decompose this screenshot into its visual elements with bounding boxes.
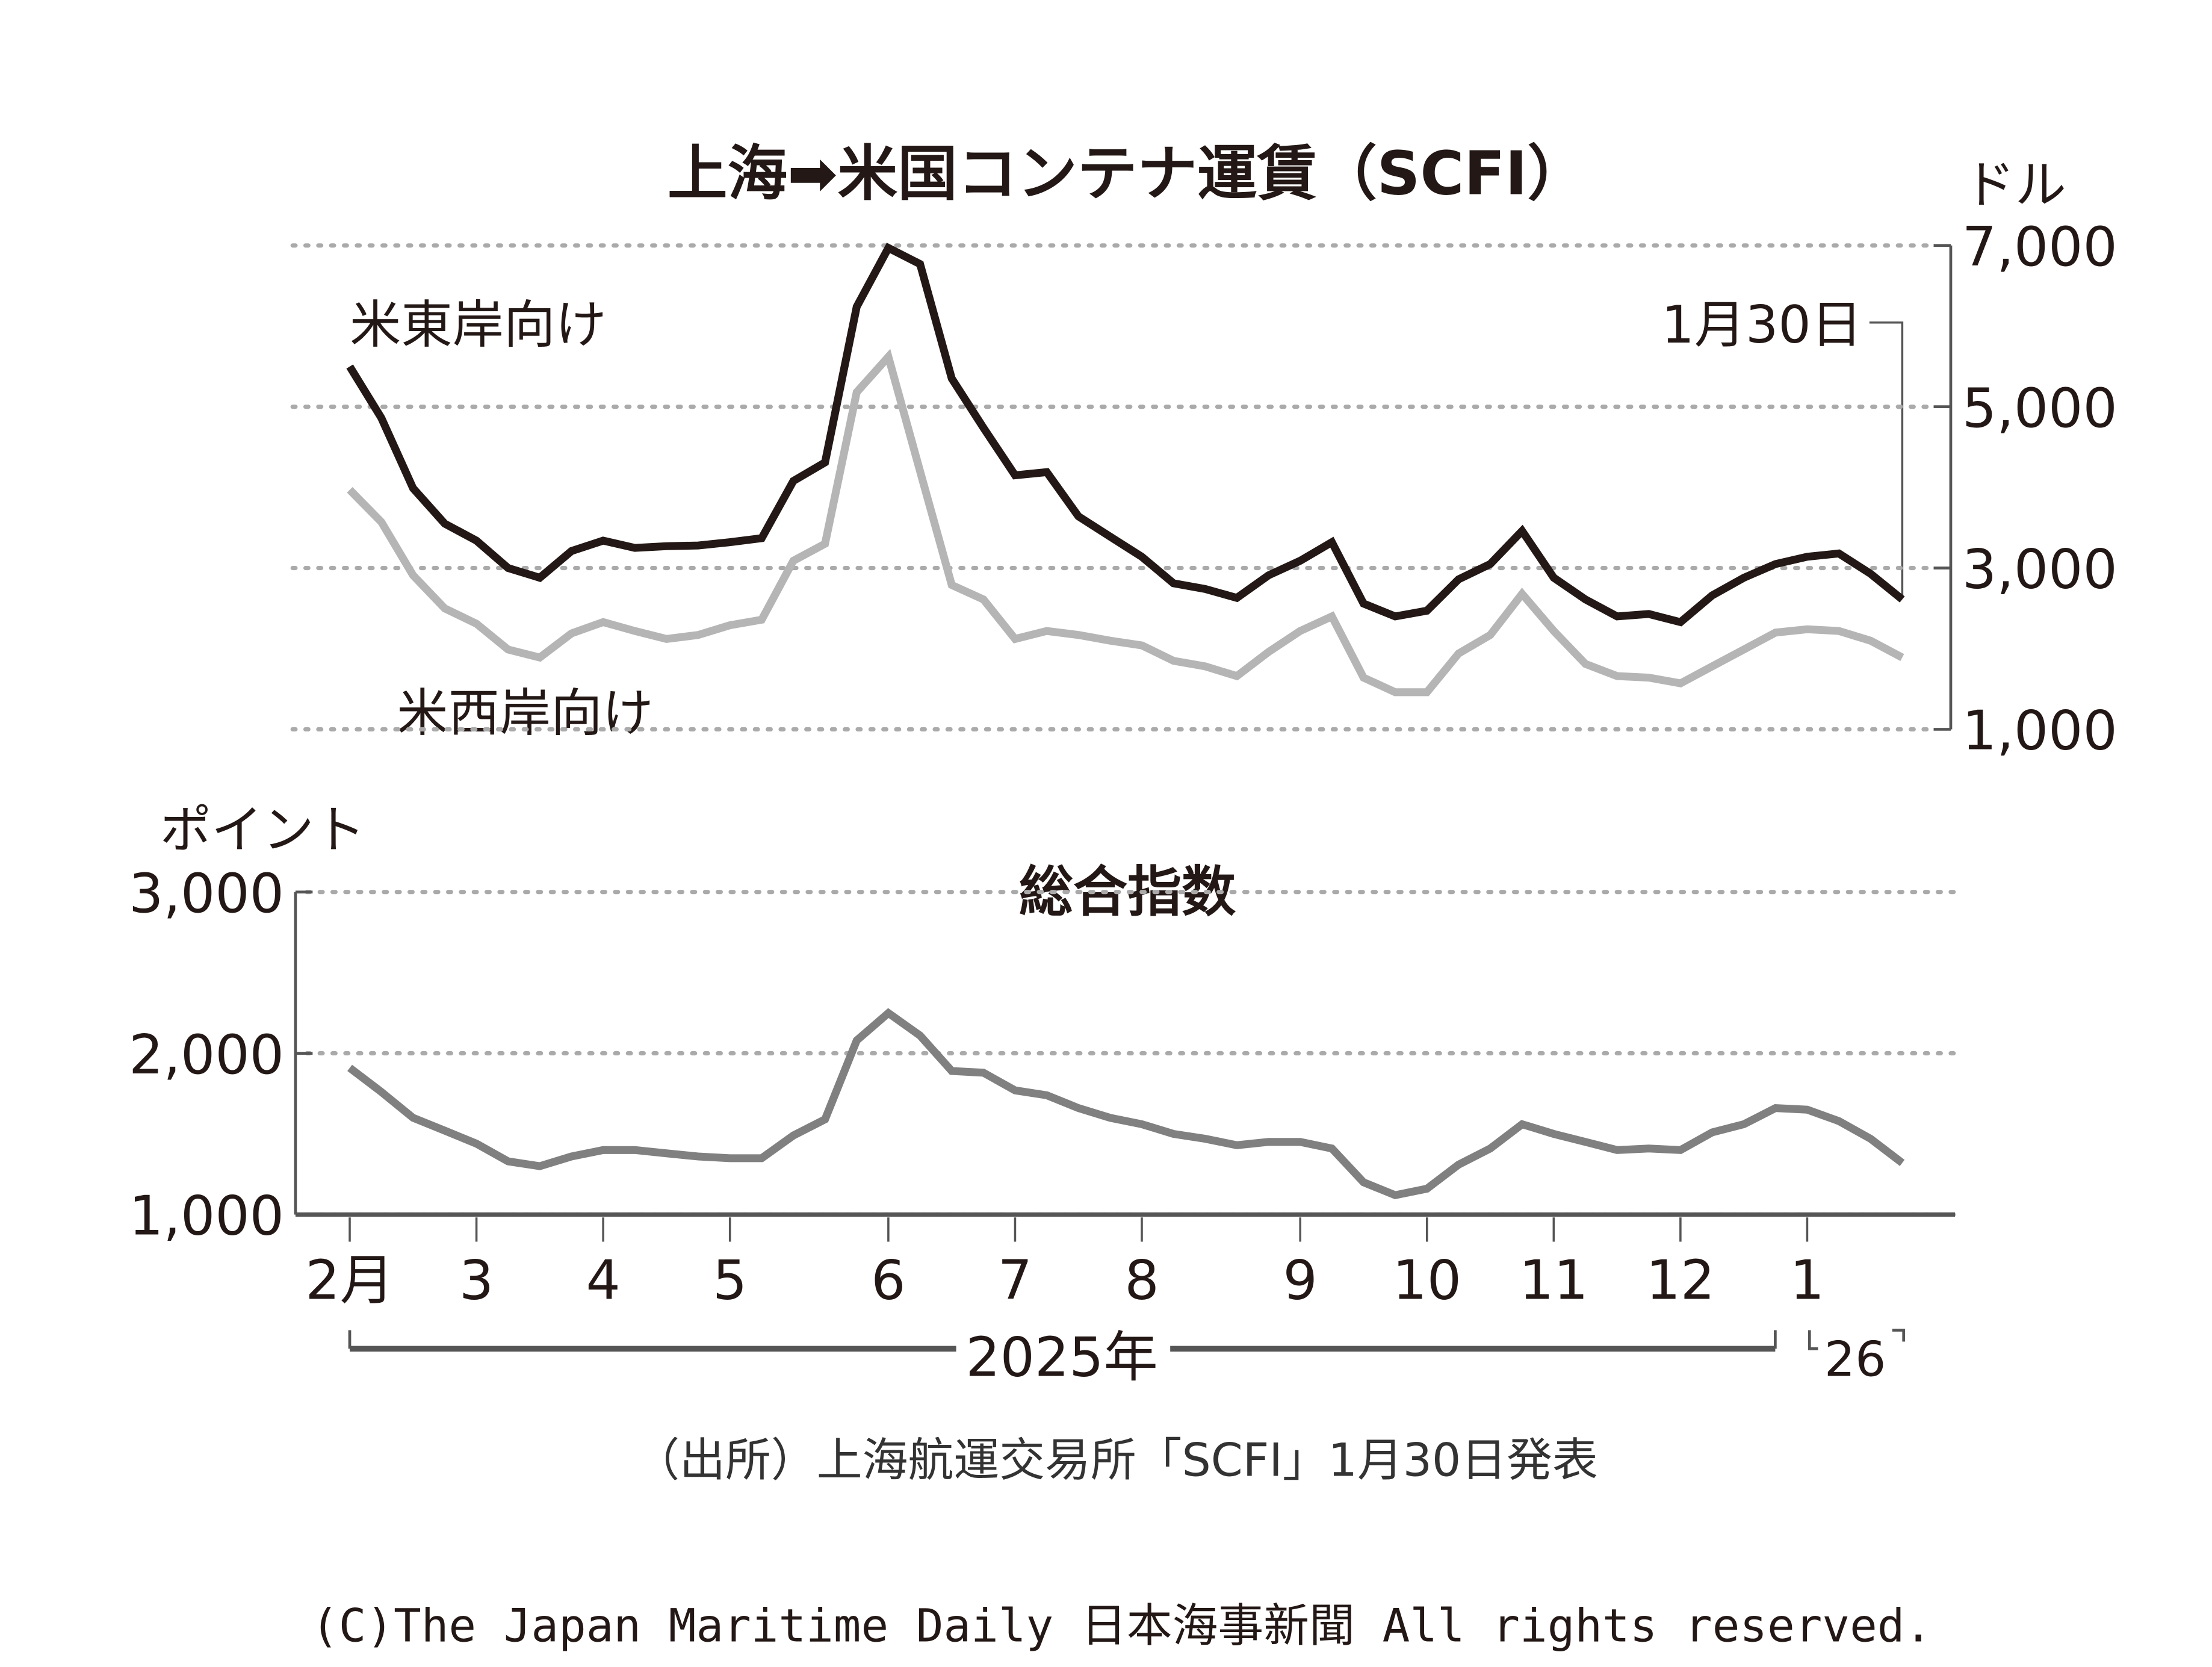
top-y-unit: ドル — [1963, 156, 2066, 216]
x-tick-label: 3 — [459, 1249, 494, 1312]
y-tick-label: 1,000 — [1962, 700, 2118, 763]
x-tick-label: 8 — [1124, 1249, 1159, 1312]
x-tick-label: 2月 — [305, 1249, 394, 1312]
y-tick-label: 1,000 — [129, 1185, 284, 1248]
legend-east-coast: 米東岸向け — [350, 296, 607, 355]
legend-west-coast: 米西岸向け — [397, 684, 654, 743]
x-tick-label: 11 — [1519, 1249, 1588, 1312]
annotation-leader — [1869, 321, 1904, 597]
series-line-0 — [347, 1008, 1905, 1200]
y-tick-label: 7,000 — [1962, 216, 2118, 279]
x-tick-label: 9 — [1283, 1249, 1318, 1312]
y-tick-label: 5,000 — [1962, 377, 2118, 440]
y-tick-label: 3,000 — [129, 862, 284, 925]
x-tick-label: 7 — [998, 1249, 1032, 1312]
x-tick-label: 6 — [871, 1249, 905, 1312]
copyright: (C)The Japan Maritime Daily 日本海事新聞 All r… — [311, 1599, 1932, 1652]
x-tick-label: 1 — [1790, 1249, 1824, 1312]
source-note: （出所）上海航運交易所「SCFI」1月30日発表 — [634, 1433, 1598, 1486]
x-tick-label: 10 — [1392, 1249, 1461, 1312]
y-tick-label: 3,000 — [1962, 538, 2118, 601]
y-tick-label: 2,000 — [129, 1023, 284, 1087]
bottom-y-unit: ポイント — [160, 801, 365, 860]
series-line-0 — [346, 243, 1905, 627]
x-tick-label: 5 — [713, 1249, 747, 1312]
x-tick-label: 4 — [586, 1249, 620, 1312]
chart-title: 上海➡米国コンテナ運賃（SCFI） — [668, 139, 1587, 208]
year-2025-label: 2025年 — [965, 1326, 1157, 1389]
year26-bracket-left — [1808, 1330, 1818, 1350]
date-annotation: 1月30日 — [1661, 296, 1862, 355]
year-26-label: 26 — [1824, 1331, 1886, 1388]
series-line-1 — [347, 349, 1904, 697]
x-tick-label: 12 — [1646, 1249, 1715, 1312]
year26-bracket-right — [1892, 1329, 1906, 1342]
